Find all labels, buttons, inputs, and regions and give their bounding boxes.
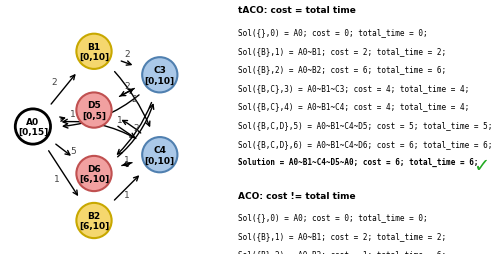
Text: A0
[0,15]: A0 [0,15]: [18, 117, 48, 137]
Circle shape: [16, 109, 50, 145]
Text: 2: 2: [124, 50, 130, 59]
Text: C4
[0,10]: C4 [0,10]: [144, 146, 175, 165]
Text: 1: 1: [117, 116, 122, 124]
Circle shape: [76, 35, 112, 70]
Circle shape: [76, 203, 112, 238]
Text: D5
[0,5]: D5 [0,5]: [82, 101, 106, 120]
Text: 2: 2: [131, 94, 137, 103]
Text: 1: 1: [70, 110, 75, 119]
Text: tACO: cost = total time: tACO: cost = total time: [238, 6, 356, 15]
Circle shape: [76, 93, 112, 128]
Text: Sol({B,C},4) = A0~B1~C4; cost = 4; total_time = 4;: Sol({B,C},4) = A0~B1~C4; cost = 4; total…: [238, 102, 469, 111]
Text: ✓: ✓: [474, 156, 490, 176]
Text: Solution = A0~B1~C4~D5~A0; cost = 6; total_time = 6;: Solution = A0~B1~C4~D5~A0; cost = 6; tot…: [238, 158, 478, 167]
Text: Sol({B,C},3) = A0~B1~C3; cost = 4; total_time = 4;: Sol({B,C},3) = A0~B1~C3; cost = 4; total…: [238, 84, 469, 92]
Text: 5: 5: [70, 146, 75, 155]
Text: Sol({B,C,D},5) = A0~B1~C4~D5; cost = 5; total_time = 5;: Sol({B,C,D},5) = A0~B1~C4~D5; cost = 5; …: [238, 121, 492, 130]
Text: 1: 1: [124, 155, 130, 164]
Text: Sol({B,C,D},6) = A0~B1~C4~D6; cost = 6; total_time = 6;: Sol({B,C,D},6) = A0~B1~C4~D6; cost = 6; …: [238, 139, 492, 148]
Text: Sol({},0) = A0; cost = 0; total_time = 0;: Sol({},0) = A0; cost = 0; total_time = 0…: [238, 28, 428, 37]
Text: Sol({B},2) = A0~B2; cost = 1; total_time = 6;: Sol({B},2) = A0~B2; cost = 1; total_time…: [238, 249, 446, 254]
Text: D6
[6,10]: D6 [6,10]: [79, 164, 109, 183]
Circle shape: [76, 156, 112, 191]
Text: B1
[0,10]: B1 [0,10]: [79, 42, 109, 62]
Text: Sol({B},2) = A0~B2; cost = 6; total_time = 6;: Sol({B},2) = A0~B2; cost = 6; total_time…: [238, 65, 446, 74]
Text: 1: 1: [54, 174, 60, 183]
Text: 2: 2: [124, 82, 130, 90]
Text: Sol({B},1) = A0~B1; cost = 2; total_time = 2;: Sol({B},1) = A0~B1; cost = 2; total_time…: [238, 46, 446, 55]
Text: B2
[6,10]: B2 [6,10]: [79, 211, 109, 230]
Text: ACO: cost != total time: ACO: cost != total time: [238, 191, 356, 200]
Circle shape: [142, 58, 178, 93]
Text: 2: 2: [134, 124, 139, 133]
Text: 2: 2: [51, 78, 57, 87]
Circle shape: [142, 137, 178, 173]
Text: C3
[0,10]: C3 [0,10]: [144, 66, 175, 85]
Text: Sol({B},1) = A0~B1; cost = 2; total_time = 2;: Sol({B},1) = A0~B1; cost = 2; total_time…: [238, 231, 446, 240]
Text: 1: 1: [124, 190, 130, 199]
Text: Sol({},0) = A0; cost = 0; total_time = 0;: Sol({},0) = A0; cost = 0; total_time = 0…: [238, 212, 428, 221]
